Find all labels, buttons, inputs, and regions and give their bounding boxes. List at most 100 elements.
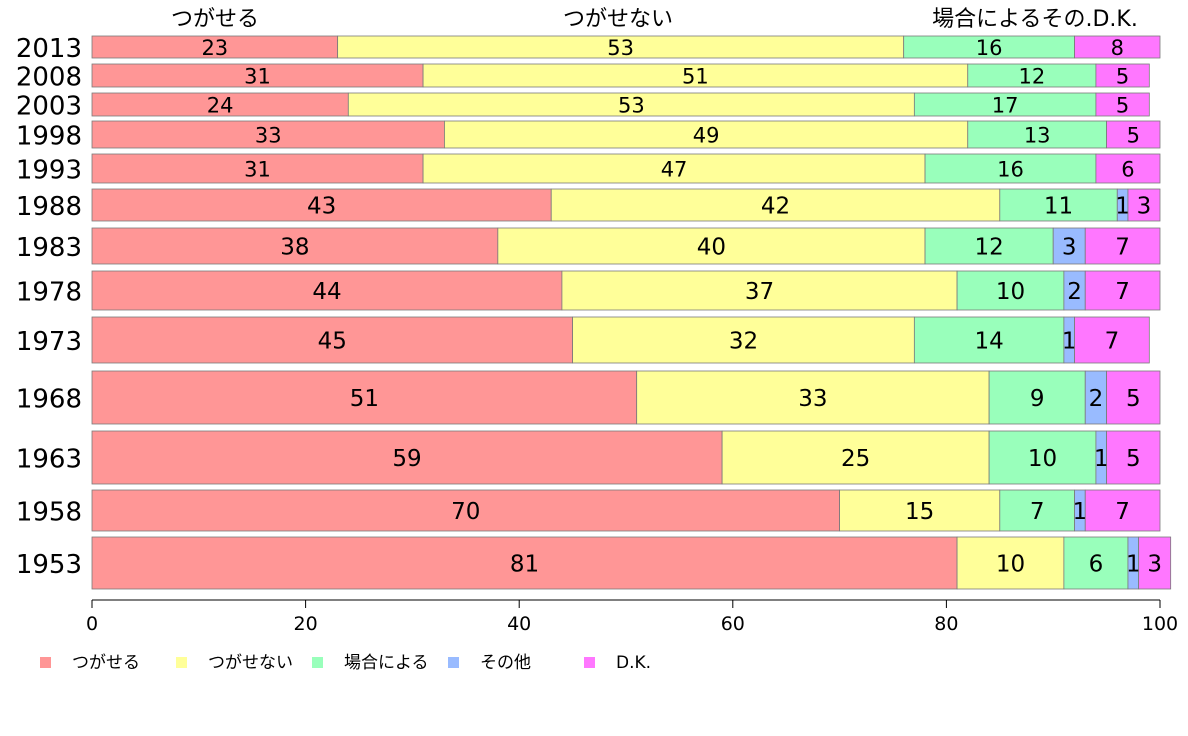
data-label: 11 <box>1044 194 1073 220</box>
legend-swatch <box>584 657 595 668</box>
top-labels: つがせる つがせない 場合によるその.D.K. <box>171 7 1138 32</box>
bar-segment <box>924 227 1054 265</box>
data-label: 42 <box>761 194 790 220</box>
data-label: 43 <box>307 194 336 220</box>
data-label: 7 <box>1115 499 1130 525</box>
data-label: 37 <box>745 279 774 305</box>
legend-label: つがせない <box>208 653 293 673</box>
category-label: 1968 <box>16 385 82 415</box>
bar-segment <box>444 120 969 149</box>
data-label: 10 <box>1028 446 1057 472</box>
data-label: 16 <box>976 36 1003 60</box>
bar-segment <box>91 536 958 590</box>
data-label: 3 <box>1147 552 1162 578</box>
data-label: 6 <box>1089 552 1104 578</box>
data-label: 49 <box>693 123 720 147</box>
data-label: 5 <box>1126 446 1141 472</box>
category-label: 1988 <box>16 192 82 222</box>
bar-segment <box>1052 227 1086 265</box>
data-label: 25 <box>841 446 870 472</box>
category-label: 1963 <box>16 445 82 475</box>
data-label: 17 <box>992 93 1019 117</box>
bar-segment <box>1106 370 1161 425</box>
data-label: 10 <box>996 552 1025 578</box>
x-tick-label: 0 <box>86 613 98 635</box>
x-tick-label: 40 <box>507 613 531 635</box>
legend-label: つがせる <box>72 653 140 673</box>
data-label: 31 <box>244 157 271 181</box>
data-label: 23 <box>201 36 228 60</box>
data-label: 13 <box>1024 123 1051 147</box>
bar-segment <box>999 188 1118 222</box>
category-label: 1998 <box>16 122 82 152</box>
bar-segment <box>967 120 1108 149</box>
bar-segment <box>1106 430 1161 485</box>
data-label: 12 <box>974 235 1003 261</box>
bar-segment <box>839 489 1001 532</box>
bar-segment <box>1084 270 1161 311</box>
data-label: 24 <box>207 93 234 117</box>
bar-segment <box>988 370 1086 425</box>
bar-segment <box>1063 536 1129 590</box>
bar-segment <box>572 316 915 364</box>
bar-segment <box>91 120 445 149</box>
category-label: 2003 <box>16 92 82 122</box>
bar-segment <box>91 188 552 222</box>
data-label: 7 <box>1115 279 1130 305</box>
data-label: 40 <box>697 235 726 261</box>
data-label: 1 <box>1094 446 1109 472</box>
bar-segment <box>497 227 926 265</box>
data-label: 12 <box>1018 64 1045 88</box>
data-label: 7 <box>1030 499 1045 525</box>
category-label: 1953 <box>16 550 82 580</box>
bar-segment <box>550 188 1001 222</box>
category-label: 2008 <box>16 63 82 93</box>
bar-segment <box>1084 489 1161 532</box>
legend-label: 場合による <box>344 653 429 673</box>
data-label: 32 <box>729 329 758 355</box>
data-label: 53 <box>607 36 634 60</box>
bar-segment <box>1084 227 1161 265</box>
category-label: 1978 <box>16 278 82 308</box>
bar-segment <box>913 316 1065 364</box>
bar-segment <box>91 316 574 364</box>
data-label: 51 <box>350 386 379 412</box>
data-label: 1 <box>1073 499 1088 525</box>
bar-segment <box>636 370 990 425</box>
data-label: 16 <box>997 157 1024 181</box>
bar-segment <box>422 153 926 184</box>
data-label: 2 <box>1067 279 1082 305</box>
legend: つがせる つがせない 場合による その他 D.K. <box>40 653 651 673</box>
data-label: 5 <box>1127 123 1140 147</box>
legend-label: その他 <box>480 653 531 673</box>
legend-swatch <box>312 657 323 668</box>
data-label: 5 <box>1116 64 1129 88</box>
bar-segment <box>1106 120 1161 149</box>
top-label-tsugaseru: つがせる <box>171 7 259 32</box>
bar-segment <box>1074 316 1150 364</box>
bar-segment <box>91 489 840 532</box>
category-label: 2013 <box>16 34 82 64</box>
data-label: 70 <box>451 499 480 525</box>
bar-segment <box>91 370 638 425</box>
data-label: 1 <box>1126 552 1141 578</box>
bar-segment <box>1095 63 1150 88</box>
data-label: 5 <box>1116 93 1129 117</box>
data-label: 1 <box>1115 194 1130 220</box>
legend-swatch <box>448 657 459 668</box>
data-label: 8 <box>1111 36 1124 60</box>
data-label: 10 <box>996 279 1025 305</box>
x-tick-label: 60 <box>721 613 745 635</box>
data-label: 51 <box>682 64 709 88</box>
top-label-baai-sonota-dk: 場合によるその.D.K. <box>932 7 1138 32</box>
data-label: 6 <box>1121 157 1134 181</box>
data-label: 1 <box>1062 329 1077 355</box>
category-label: 1993 <box>16 156 82 186</box>
x-tick-label: 20 <box>294 613 318 635</box>
data-label: 3 <box>1062 235 1077 261</box>
data-label: 47 <box>661 157 688 181</box>
data-label: 31 <box>244 64 271 88</box>
x-tick-label: 100 <box>1142 613 1178 635</box>
data-label: 33 <box>255 123 282 147</box>
